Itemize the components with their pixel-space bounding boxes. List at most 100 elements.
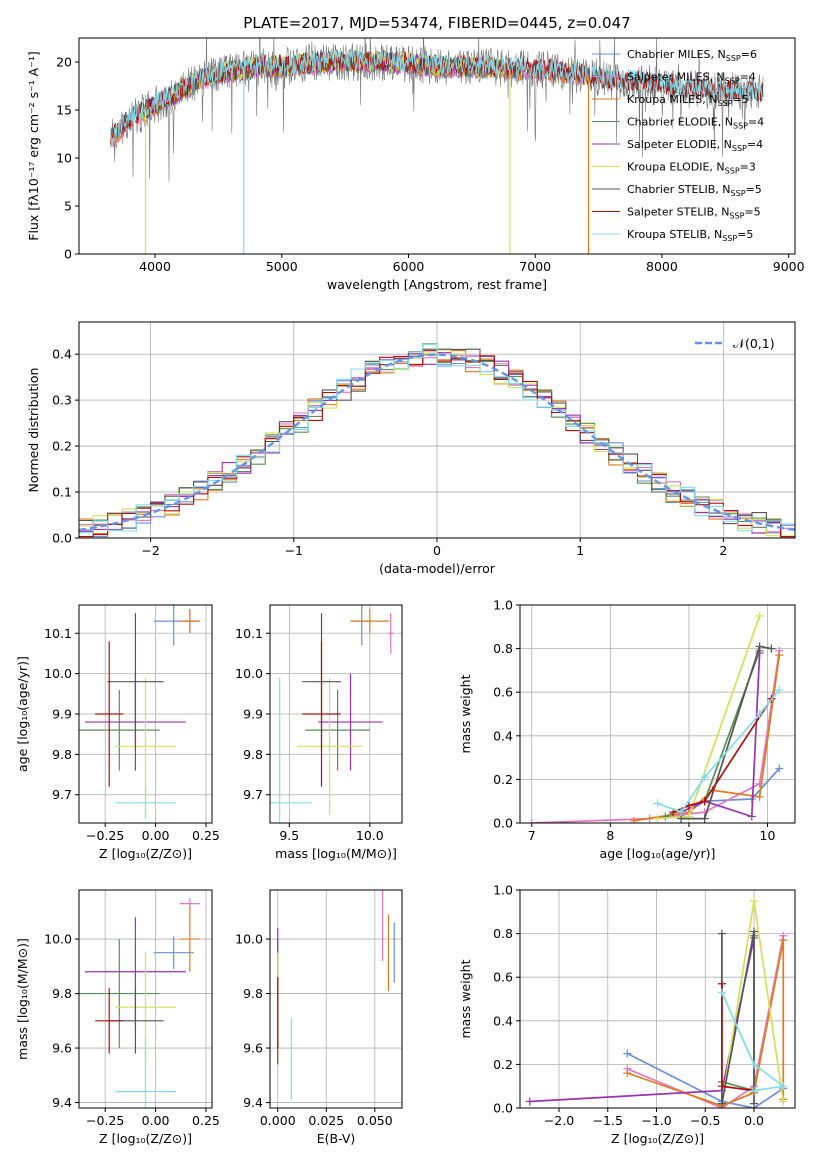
x-axis-label: Z [log₁₀(Z/Z⊙)]: [611, 1131, 704, 1146]
weight-marker: [527, 819, 536, 823]
mass-vs-metallicity-panel: −0.25 0.00 0.25 9.4 9.6 9.8 10.0 Z [log₁₀(Z/Z⊙)…: [15, 889, 220, 1146]
errorbar-point: [115, 1037, 176, 1108]
x-tick-label: 0.0: [744, 1113, 764, 1128]
y-tick-label: 0.8: [493, 641, 513, 656]
x-tick-label: −2.0: [544, 1113, 574, 1128]
legend-subscript: SSP: [725, 167, 740, 176]
weight-marker: [653, 814, 662, 823]
legend-count: =5: [737, 228, 753, 241]
y-tick-label: 9.8: [243, 986, 263, 1001]
y-tick-label: 10: [56, 151, 72, 166]
x-tick-label: 0.25: [192, 1113, 220, 1128]
weight-marker: [700, 814, 709, 823]
x-tick-label: 0.050: [357, 1113, 393, 1128]
y-tick-label: 9.6: [243, 1041, 263, 1056]
normal-curve-line: [79, 353, 795, 532]
weight-marker: [677, 808, 686, 817]
x-tick-label: −1.5: [593, 1113, 623, 1128]
legend-count: =4: [740, 71, 756, 84]
legend-count: =6: [741, 48, 757, 61]
weight-marker: [717, 1099, 726, 1108]
weight-marker: [661, 812, 670, 821]
legend-subscript: SSP: [725, 77, 740, 86]
weight-marker: [779, 936, 788, 945]
legend-subscript: SSP: [731, 189, 746, 198]
weight-line-kroupa-stelib: [721, 992, 786, 1092]
x-tick-label: −0.5: [690, 1113, 720, 1128]
legend-entry: Chabrier STELIB, NSSP=5: [627, 183, 762, 198]
plot-area: [79, 898, 200, 1108]
y-axis-label: mass [log₁₀(M/M⊙)]: [15, 938, 30, 1060]
model-line-kroupa-stelib: [110, 49, 764, 145]
weight-marker: [747, 812, 756, 821]
axes-frame: [519, 604, 796, 824]
y-tick-label: 9.4: [243, 1095, 263, 1110]
weight-marker: [750, 896, 759, 905]
y-tick-label: 9.9: [243, 707, 263, 722]
y-axis-label: Normed distribution: [26, 368, 41, 493]
legend-count: =4: [748, 116, 764, 129]
weight-line-kroupa-stelib: [657, 689, 780, 814]
x-tick-label: 7: [528, 828, 536, 843]
axes-frame: [78, 321, 796, 539]
y-tick-label: 0.2: [52, 439, 72, 454]
mass-weight-vs-age-panel: 7 8 9 10 0.0 0.2 0.4 0.6 0.8 1.0 age [log₁₀(age/yr…: [458, 598, 796, 861]
errorbar-point: [350, 609, 390, 634]
x-tick-label: −2: [141, 543, 159, 558]
weight-marker: [767, 644, 776, 653]
y-tick-label: 0: [64, 247, 72, 262]
weight-marker: [775, 651, 784, 660]
weight-marker: [623, 1049, 632, 1058]
y-tick-label: 0.6: [493, 685, 513, 700]
y-tick-label: 9.7: [243, 787, 263, 802]
weight-marker: [779, 1082, 788, 1091]
y-tick-label: 9.9: [52, 707, 72, 722]
x-tick-label: 0.025: [308, 1113, 344, 1128]
weight-marker: [755, 710, 764, 718]
legend-subscript: SSP: [732, 144, 747, 153]
mass-vs-ebv-panel: 0.000 0.025 0.050 9.4 9.6 9.8 10.0 E(B-V): [235, 889, 403, 1146]
errorbar-point: [305, 689, 370, 771]
y-tick-label: 0.6: [493, 970, 513, 985]
weight-line-chabrier-miles: [626, 1052, 784, 1108]
errorbar-point: [387, 613, 394, 654]
weight-line-salpeter-elodie: [529, 937, 755, 1103]
y-tick-label: 15: [56, 103, 72, 118]
x-tick-label: −1: [285, 543, 303, 558]
axes-frame: [519, 889, 796, 1109]
weight-marker: [750, 927, 759, 936]
age-vs-mass-panel: 9.5 10.0 9.7 9.8 9.9 10.0 10.1 mass [log₁₀(M/M⊙…: [235, 604, 403, 861]
x-tick-label: 7000: [519, 259, 551, 274]
y-tick-label: 5: [64, 199, 72, 214]
axes-frame: [269, 889, 403, 1109]
y-tick-label: 10.0: [235, 932, 263, 947]
x-axis-label: wavelength [Angstrom, rest frame]: [327, 277, 547, 292]
weight-marker: [755, 779, 764, 788]
weight-line-chabrier-stelib: [721, 931, 755, 1104]
y-tick-label: 0.8: [493, 926, 513, 941]
x-tick-label: 0.00: [142, 828, 170, 843]
legend-count: =3: [740, 161, 756, 174]
errorbar-point: [115, 786, 176, 819]
x-axis-label: Z [log₁₀(Z/Z⊙)]: [99, 1131, 192, 1146]
axes-frame: [269, 604, 403, 824]
y-tick-label: 10.1: [44, 626, 72, 641]
legend-entry: Kroupa ELODIE, NSSP=3: [627, 161, 756, 176]
x-axis-label: E(B-V): [317, 1131, 356, 1146]
weight-marker: [629, 816, 638, 823]
residual-histogram-panel: −2 −1 0 1 2 0.0 0.1 0.2 0.3 0.4 (data-model)/error…: [26, 321, 796, 576]
x-tick-label: 6000: [393, 259, 425, 274]
plot-area: [525, 896, 788, 1108]
y-tick-label: 1.0: [493, 598, 513, 613]
weight-line-salpeter-miles: [626, 935, 785, 1108]
weight-marker: [755, 792, 764, 801]
plot-area: [110, 38, 764, 254]
axes-frame: [78, 37, 796, 255]
y-tick-label: 1.0: [493, 883, 513, 898]
weight-marker: [750, 1060, 759, 1069]
y-tick-label: 9.8: [243, 747, 263, 762]
x-tick-label: 5000: [266, 259, 298, 274]
y-tick-label: 10.1: [235, 626, 263, 641]
x-tick-label: 1: [576, 543, 584, 558]
